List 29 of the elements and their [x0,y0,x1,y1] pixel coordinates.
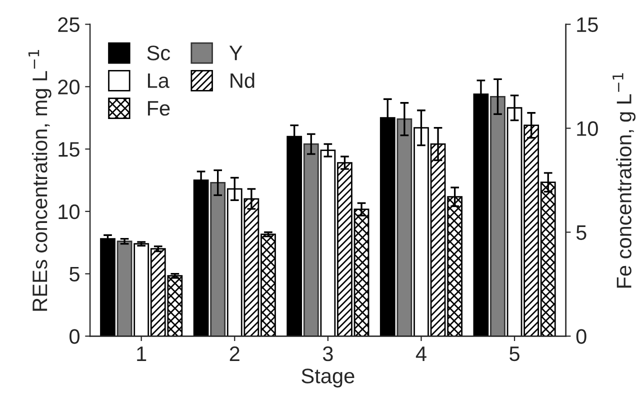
x-tick-label: 5 [510,346,520,362]
y-tick-label: 5 [70,266,80,282]
y-tick-label: 20 [58,80,80,94]
y2-tick-label: 10 [577,121,598,136]
y2-tick-label: 0 [576,329,586,344]
bar [490,96,506,336]
y-tick-label: 15 [58,142,80,157]
x-tick-label: 1 [137,346,146,361]
x-tick-label: 4 [416,346,426,361]
y2-tick-label: 5 [576,225,586,240]
y-axis-title: REEs concentration, mg L$^{−1}$ [28,50,52,311]
bar [116,240,132,336]
bar [210,182,226,336]
legend-label: La [148,73,170,88]
x-axis-title: Stage [302,368,354,388]
y-tick-label: 0 [70,329,80,344]
legend-label: Nd [230,72,254,88]
bar [100,238,116,336]
y2-axis-title: Fe concentration, g L$^{−1}$ [612,73,636,288]
bar [396,118,412,336]
y-tick-label: 10 [58,204,80,220]
legend-label: Fe [148,101,170,116]
y2-tick-label: 15 [577,18,598,32]
y-tick-label: 25 [58,17,80,32]
bar [303,143,319,336]
x-tick-label: 2 [230,346,240,361]
legend-label: Sc [147,46,170,60]
legend-label: Y [229,46,242,60]
x-tick-label: 3 [322,346,333,362]
